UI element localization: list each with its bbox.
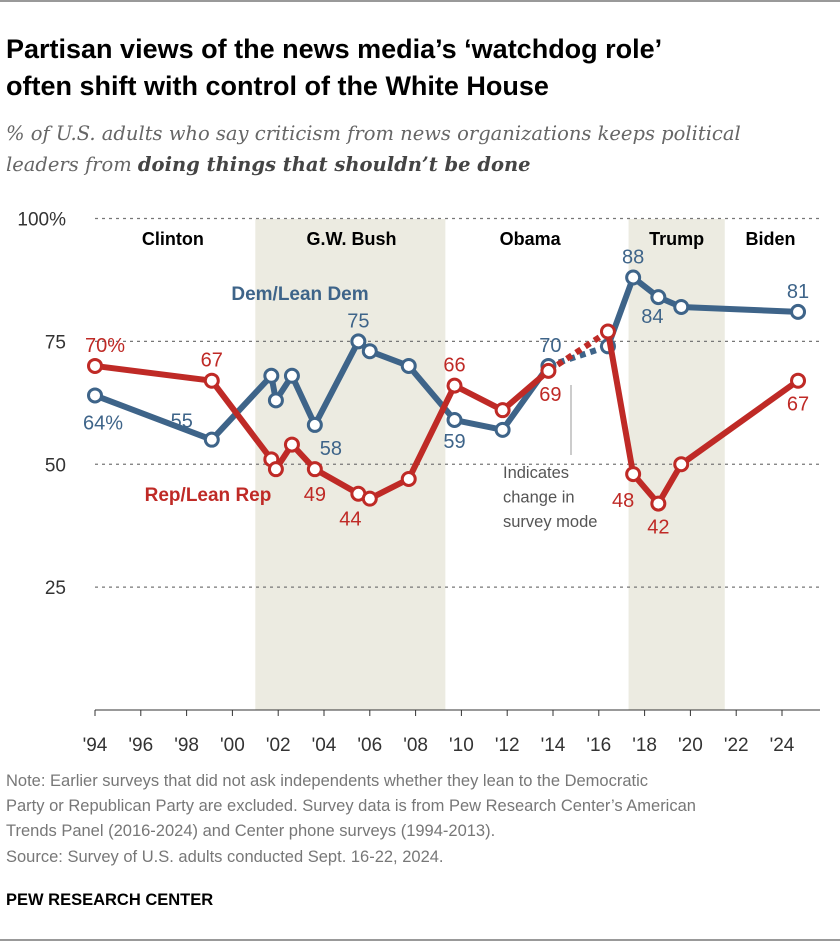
rep-data-label: 66 (443, 355, 465, 377)
rep-point (361, 490, 378, 507)
source-note: Source: Survey of U.S. adults conducted … (6, 848, 444, 866)
rep-data-label: 67 (201, 350, 223, 372)
dem-point (790, 303, 807, 320)
dem-data-label: 55 (171, 411, 193, 433)
rep-point (494, 402, 511, 419)
x-tick-label: '22 (724, 735, 749, 756)
x-tick-label: '00 (220, 735, 245, 756)
dem-point (400, 357, 417, 374)
dem-point (267, 392, 284, 409)
rep-point (446, 377, 463, 394)
era-label: Trump (649, 229, 704, 249)
era-label: Clinton (142, 229, 204, 249)
dem-data-label: 84 (641, 306, 663, 328)
rep-point (267, 461, 284, 478)
y-tick-label: 50 (45, 455, 66, 476)
rep-point (673, 456, 690, 473)
x-tick-label: '10 (449, 735, 474, 756)
dem-point (494, 421, 511, 438)
x-tick-label: '24 (770, 735, 795, 756)
subtitle-plain: leaders from (6, 153, 138, 176)
note-line3: Trends Panel (2016-2024) and Center phon… (6, 822, 495, 840)
x-tick-label: '06 (357, 735, 382, 756)
rep-data-label: 70% (85, 335, 125, 357)
rep-series-label: Rep/Lean Rep (145, 485, 272, 506)
rep-point (650, 495, 667, 512)
x-tick-label: '16 (586, 735, 611, 756)
dem-data-label: 70 (539, 335, 561, 357)
x-tick-label: '12 (495, 735, 520, 756)
rep-data-label: 48 (612, 490, 634, 512)
dem-series-label: Dem/Lean Dem (231, 284, 368, 305)
y-tick-label: 100% (17, 210, 66, 231)
rep-data-label: 44 (339, 509, 361, 531)
dem-data-label: 58 (320, 438, 342, 460)
chart-title-line1: Partisan views of the news media’s ‘watc… (6, 34, 662, 64)
x-tick-label: '98 (174, 735, 199, 756)
dem-point (263, 367, 280, 384)
dem-point (446, 412, 463, 429)
dem-data-label: 64% (83, 412, 123, 434)
era-label: Biden (746, 229, 796, 249)
dem-point (203, 431, 220, 448)
rep-point (400, 470, 417, 487)
rep-point (203, 372, 220, 389)
brand-logo-text: PEW RESEARCH CENTER (6, 891, 213, 909)
x-tick-label: '18 (632, 735, 657, 756)
rep-line-segment (94, 362, 551, 502)
dem-point (283, 367, 300, 384)
dem-data-label: 81 (787, 281, 809, 303)
rep-data-label: 49 (304, 484, 326, 506)
annotation-text: change in (503, 489, 575, 507)
x-tick-label: '04 (312, 735, 337, 756)
rep-data-label: 42 (647, 517, 669, 539)
x-tick-label: '20 (678, 735, 703, 756)
subtitle-line1: % of U.S. adults who say criticism from … (6, 122, 741, 145)
chart-title-line2: often shift with control of the White Ho… (6, 71, 549, 101)
dem-line-segment (93, 338, 551, 443)
annotation-text: Indicates (503, 464, 569, 482)
subtitle-bold: doing things that shouldn’t be done (138, 153, 531, 176)
rep-data-label: 67 (787, 394, 809, 416)
y-tick-label: 75 (45, 332, 66, 353)
era-label: G.W. Bush (306, 229, 396, 249)
dem-point (306, 416, 323, 433)
rep-point (283, 436, 300, 453)
rep-point (87, 357, 103, 374)
dem-data-label: 75 (347, 310, 369, 332)
dem-data-label: 88 (622, 246, 644, 268)
dem-point (361, 343, 378, 360)
rep-point (625, 466, 642, 483)
dem-point (625, 269, 642, 286)
subtitle-line2: leaders from doing things that shouldn’t… (6, 153, 531, 176)
x-tick-label: '02 (266, 735, 291, 756)
rep-mode-change-segment (546, 329, 610, 374)
x-tick-label: '96 (128, 735, 153, 756)
dem-point (650, 289, 667, 306)
x-tick-label: '08 (403, 735, 428, 756)
dem-point (350, 333, 367, 350)
dem-point (673, 298, 690, 315)
x-tick-label: '14 (541, 735, 566, 756)
rep-point (540, 362, 557, 379)
dem-point (87, 387, 103, 404)
rep-point (599, 323, 616, 340)
rep-data-label: 69 (539, 384, 561, 406)
dem-data-label: 59 (443, 431, 465, 453)
note-line2: Party or Republican Party are excluded. … (6, 797, 696, 815)
era-label: Obama (500, 229, 562, 249)
annotation-text: survey mode (503, 513, 597, 531)
rep-point (790, 372, 807, 389)
rep-point (306, 461, 323, 478)
y-tick-label: 25 (45, 578, 66, 599)
note-line1: Note: Earlier surveys that did not ask i… (6, 772, 648, 790)
x-tick-label: '94 (83, 735, 108, 756)
